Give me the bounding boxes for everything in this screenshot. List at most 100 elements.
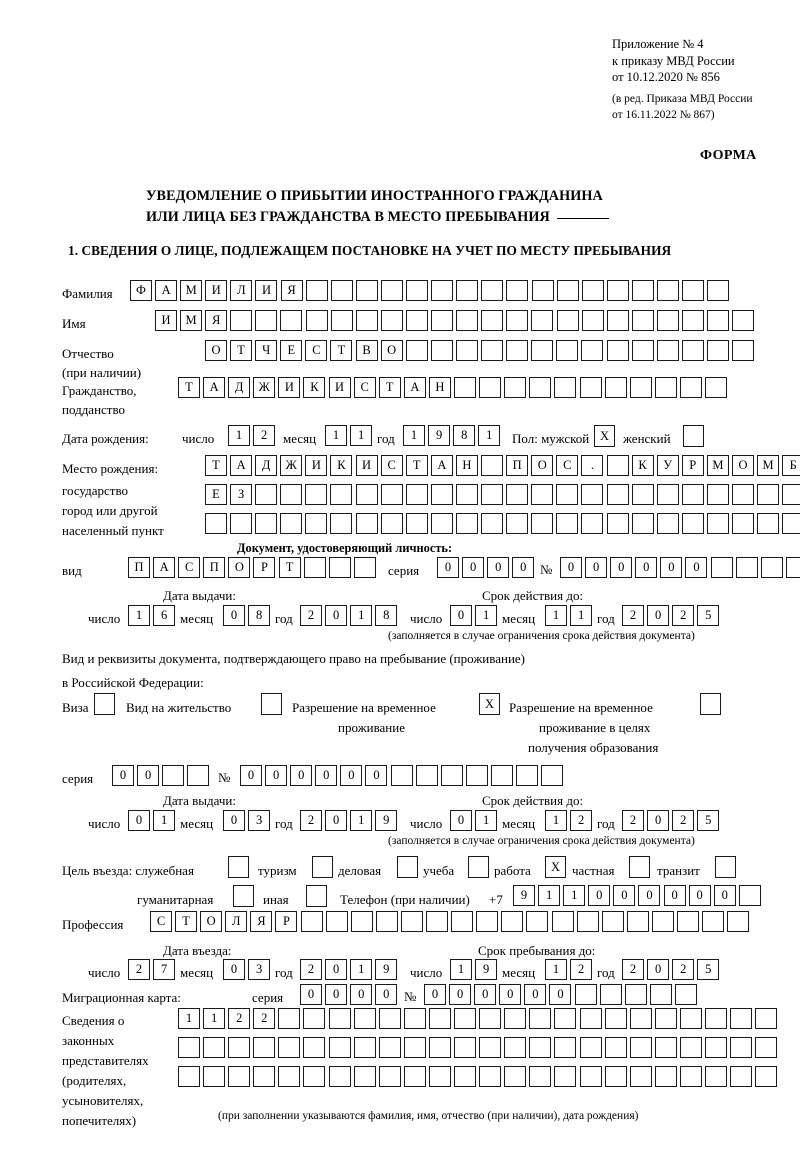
char-cell[interactable]: 2 — [253, 425, 276, 446]
char-cell[interactable]: 0 — [325, 959, 348, 980]
char-cell[interactable] — [631, 280, 654, 301]
char-cell[interactable]: Л — [225, 911, 248, 932]
char-cell[interactable] — [203, 1037, 226, 1058]
char-cell[interactable]: О — [380, 340, 403, 361]
char-cell[interactable] — [426, 911, 449, 932]
char-cell[interactable]: 0 — [300, 984, 322, 1005]
char-cell[interactable] — [579, 1066, 602, 1087]
char-cell[interactable] — [504, 1008, 527, 1029]
char-cell[interactable] — [704, 1066, 727, 1087]
char-cell[interactable] — [654, 1008, 677, 1029]
char-cell[interactable] — [526, 911, 549, 932]
char-cell[interactable]: П — [203, 557, 226, 578]
char-cell[interactable]: 0 — [512, 557, 535, 578]
char-cell[interactable] — [730, 1066, 753, 1087]
char-cell[interactable] — [755, 1066, 778, 1087]
char-cell[interactable] — [405, 310, 428, 331]
char-cell[interactable]: Т — [230, 340, 253, 361]
char-cell[interactable] — [255, 513, 278, 534]
char-cell[interactable] — [656, 310, 679, 331]
char-cell[interactable] — [704, 1037, 727, 1058]
char-cell[interactable] — [405, 484, 428, 505]
char-cell[interactable]: 1 — [545, 605, 567, 626]
char-cell[interactable] — [280, 310, 303, 331]
char-cell[interactable] — [501, 911, 524, 932]
char-cell[interactable]: 0 — [424, 984, 446, 1005]
char-cell[interactable] — [330, 310, 353, 331]
char-cell[interactable] — [481, 484, 504, 505]
char-cell[interactable] — [479, 377, 502, 398]
char-cell[interactable]: О — [228, 557, 251, 578]
char-cell[interactable] — [403, 1037, 426, 1058]
char-cell[interactable]: 0 — [560, 557, 582, 578]
char-cell[interactable] — [656, 340, 679, 361]
char-cell[interactable] — [529, 1008, 552, 1029]
char-cell[interactable]: 0 — [375, 984, 398, 1005]
char-cell[interactable]: 0 — [462, 557, 485, 578]
char-cell[interactable]: 2 — [622, 810, 644, 831]
char-cell[interactable]: К — [303, 377, 326, 398]
char-cell[interactable]: 2 — [300, 959, 322, 980]
purpose-humanitarian-checkbox[interactable] — [233, 885, 254, 907]
char-cell[interactable] — [431, 310, 454, 331]
char-cell[interactable]: 1 — [450, 959, 472, 980]
char-cell[interactable]: Я — [250, 911, 273, 932]
char-cell[interactable] — [406, 280, 429, 301]
char-cell[interactable]: В — [355, 340, 378, 361]
char-cell[interactable] — [454, 1008, 477, 1029]
char-cell[interactable] — [305, 513, 328, 534]
char-cell[interactable] — [278, 1037, 301, 1058]
char-cell[interactable]: 5 — [697, 605, 720, 626]
char-cell[interactable]: 0 — [638, 885, 661, 906]
char-cell[interactable] — [431, 280, 454, 301]
char-cell[interactable] — [681, 484, 704, 505]
char-cell[interactable]: 0 — [112, 765, 134, 786]
char-cell[interactable]: 0 — [437, 557, 459, 578]
char-cell[interactable]: П — [128, 557, 150, 578]
char-cell[interactable] — [205, 513, 227, 534]
char-cell[interactable] — [303, 1037, 326, 1058]
char-cell[interactable]: С — [150, 911, 172, 932]
char-cell[interactable] — [529, 1037, 552, 1058]
char-cell[interactable] — [579, 1008, 602, 1029]
char-cell[interactable] — [303, 1008, 326, 1029]
char-cell[interactable] — [782, 513, 800, 534]
char-cell[interactable] — [738, 885, 761, 906]
char-cell[interactable] — [330, 513, 353, 534]
char-cell[interactable]: 0 — [499, 984, 522, 1005]
char-cell[interactable]: М — [180, 280, 203, 301]
char-cell[interactable] — [355, 310, 378, 331]
char-cell[interactable] — [604, 1066, 627, 1087]
char-cell[interactable] — [704, 1008, 727, 1029]
char-cell[interactable] — [278, 1008, 301, 1029]
char-cell[interactable] — [328, 557, 351, 578]
char-cell[interactable]: 5 — [697, 959, 720, 980]
char-cell[interactable] — [606, 340, 629, 361]
char-cell[interactable]: Е — [205, 484, 227, 505]
char-cell[interactable]: Р — [681, 455, 704, 476]
char-cell[interactable]: Я — [280, 280, 303, 301]
char-cell[interactable] — [706, 484, 729, 505]
char-cell[interactable]: О — [531, 455, 554, 476]
char-cell[interactable]: О — [731, 455, 754, 476]
char-cell[interactable] — [727, 911, 750, 932]
char-cell[interactable]: 2 — [570, 810, 593, 831]
char-cell[interactable] — [455, 484, 478, 505]
char-cell[interactable]: 0 — [449, 984, 472, 1005]
char-cell[interactable] — [760, 557, 783, 578]
char-cell[interactable] — [481, 310, 504, 331]
char-cell[interactable] — [353, 1037, 376, 1058]
char-cell[interactable] — [456, 310, 479, 331]
char-cell[interactable] — [551, 911, 574, 932]
char-cell[interactable] — [606, 513, 629, 534]
char-cell[interactable]: О — [200, 911, 223, 932]
char-cell[interactable] — [631, 340, 654, 361]
char-cell[interactable] — [529, 1066, 552, 1087]
